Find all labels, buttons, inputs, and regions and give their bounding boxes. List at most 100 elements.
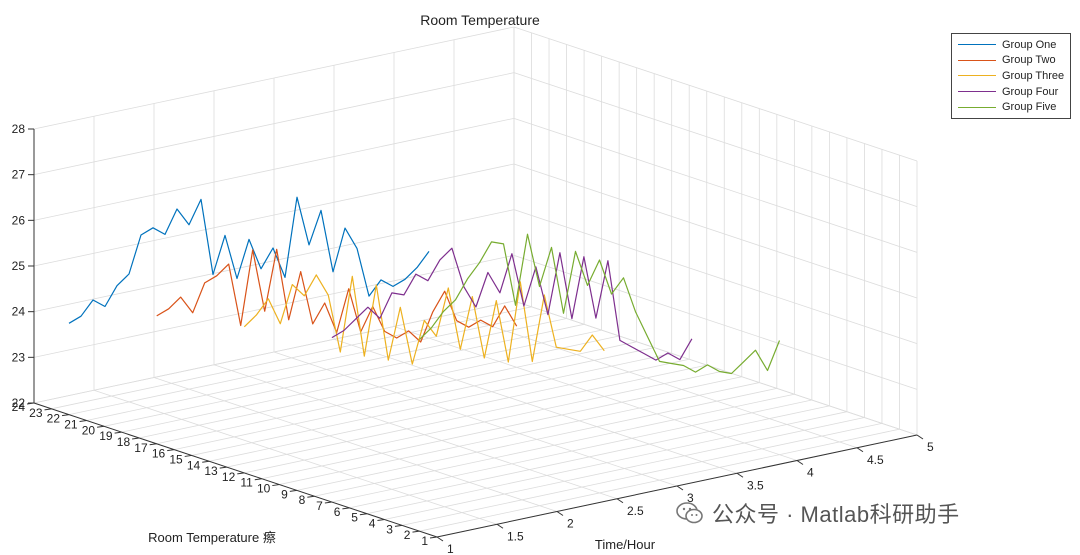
y-tick — [429, 536, 438, 539]
back-wall-grid-z — [33, 72, 515, 176]
z-tick-label: 25 — [12, 259, 26, 273]
legend-swatch — [958, 75, 996, 77]
floor-grid-x — [333, 338, 738, 474]
legend-swatch — [958, 91, 996, 93]
floor-grid-x — [213, 364, 618, 500]
y-tick-label: 13 — [204, 464, 218, 478]
floor-grid-y — [366, 411, 847, 515]
floor-grid-y — [349, 405, 830, 509]
floor-grid-y — [261, 376, 742, 480]
y-tick-label: 8 — [299, 493, 306, 507]
x-tick-label: 3.5 — [747, 478, 764, 492]
x-tick — [916, 434, 924, 440]
y-tick — [79, 419, 87, 422]
axis-layer: 11.522.533.544.5512345678910111213141516… — [12, 122, 934, 555]
legend-item: Group Two — [956, 53, 1066, 69]
legend-item: Group One — [956, 37, 1066, 53]
floor-grid-y — [191, 353, 672, 456]
z-tick-label: 27 — [12, 168, 26, 182]
y-tick-label: 10 — [257, 482, 271, 496]
y-tick-label: 3 — [386, 522, 393, 536]
x-tick-label: 2.5 — [627, 504, 644, 518]
y-tick — [149, 443, 157, 446]
side-wall-grid-z — [513, 117, 918, 253]
chart-title: Room Temperature — [420, 12, 540, 28]
y-tick-label: 24 — [12, 400, 26, 414]
back-wall-grid-z — [33, 26, 515, 130]
legend-label: Group Four — [1002, 85, 1059, 98]
back-wall-grid-z — [33, 254, 515, 358]
watermark-text: 公众号 · Matlab科研助手 — [712, 502, 960, 527]
y-tick-label: 16 — [152, 447, 166, 461]
floor-grid-y — [156, 341, 637, 445]
y-tick-label: 11 — [240, 476, 253, 490]
floor-grid-x — [153, 377, 558, 512]
y-tick-label: 23 — [29, 406, 43, 420]
y-tick-label: 19 — [99, 429, 113, 443]
side-wall-grid-z — [513, 209, 918, 345]
x-tick — [856, 447, 864, 453]
y-tick — [412, 530, 420, 533]
y-tick-label: 9 — [281, 487, 288, 501]
side-wall-grid-z — [513, 72, 918, 208]
y-tick — [272, 484, 280, 487]
floor-grid-y — [68, 312, 550, 416]
x-axis-label: Time/Hour — [595, 537, 656, 552]
y-tick-label: 5 — [351, 511, 358, 525]
x-tick-label: 2 — [567, 517, 574, 531]
y-tick-label: 12 — [222, 470, 236, 484]
floor-grid-y — [86, 318, 567, 421]
x-tick-label: 1 — [447, 542, 454, 555]
floor-grid-x — [393, 326, 798, 461]
y-tick — [289, 489, 297, 492]
floor-grid-y — [174, 347, 655, 450]
y-tick — [377, 519, 385, 522]
x-tick-label: 5 — [927, 440, 934, 454]
y-tick-label: 2 — [404, 528, 411, 542]
watermark: 公众号 · Matlab科研助手 — [676, 497, 960, 529]
series-line-4 — [331, 247, 693, 361]
z-tick-label: 26 — [12, 213, 26, 227]
x-tick — [496, 523, 504, 529]
x-tick — [736, 472, 744, 478]
y-tick-label: 7 — [316, 499, 323, 513]
series-line-5 — [419, 233, 781, 375]
z-tick-label: 22 — [12, 396, 26, 410]
y-tick-label: 4 — [369, 517, 376, 531]
legend-label: Group Two — [1002, 54, 1056, 67]
y-axis-line — [33, 402, 438, 538]
x-tick — [796, 460, 804, 465]
legend-label: Group Five — [1002, 101, 1057, 114]
y-tick — [114, 431, 122, 434]
y-tick — [44, 408, 52, 411]
floor-grid-y — [279, 382, 760, 485]
floor-grid-y — [244, 370, 725, 474]
x-tick — [616, 498, 624, 504]
x-tick-label: 4 — [807, 466, 814, 480]
floor-grid-x — [273, 351, 678, 487]
floor-grid-y — [226, 364, 707, 468]
floor-grid-y — [419, 428, 900, 532]
side-wall-grid-z — [513, 254, 918, 390]
legend-label: Group Three — [1002, 69, 1065, 82]
floor-grid-y — [401, 422, 883, 526]
y-tick — [394, 524, 403, 527]
y-tick — [132, 437, 140, 440]
y-tick — [97, 425, 105, 428]
legend-swatch — [958, 44, 996, 46]
x-tick-label: 4.5 — [867, 453, 884, 467]
y-tick — [219, 466, 227, 469]
floor-grid-y — [121, 329, 602, 433]
y-tick-label: 1 — [421, 534, 428, 548]
back-wall-grid-z — [33, 163, 515, 267]
floor-grid-y — [384, 417, 865, 520]
z-tick-label: 28 — [12, 122, 26, 136]
y-tick-label: 6 — [334, 505, 341, 519]
y-tick — [61, 414, 70, 417]
floor-grid-x — [93, 389, 498, 525]
back-wall-grid-z — [33, 300, 515, 404]
floor-grid-y — [209, 358, 690, 462]
y-tick-label: 21 — [64, 417, 78, 431]
x-tick-label: 3 — [687, 491, 694, 505]
